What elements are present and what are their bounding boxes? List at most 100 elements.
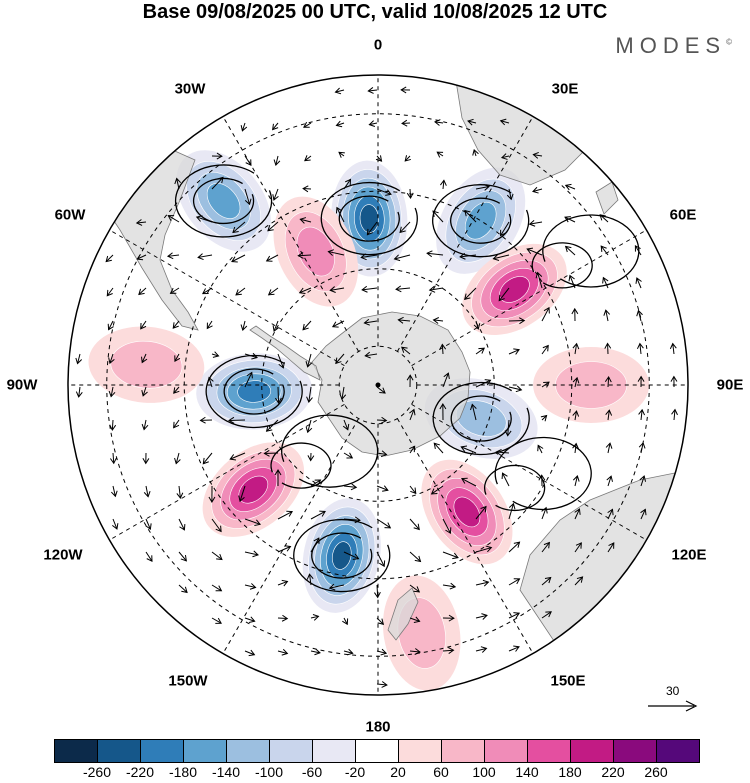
arrow-shaft — [343, 650, 353, 654]
arrow-head — [379, 560, 386, 568]
arrow-head — [380, 648, 388, 656]
arrow-head — [459, 252, 466, 260]
wind-arrow — [475, 347, 486, 355]
arrow-head — [303, 121, 310, 128]
arrow-head — [500, 153, 508, 160]
anomaly-east-pacific-weak — [88, 326, 205, 403]
arrow-head — [543, 306, 550, 314]
arrow-head — [274, 397, 282, 404]
arrow-head — [395, 285, 402, 293]
lon-label-150e: 150E — [550, 672, 586, 690]
arrow-shaft — [541, 381, 550, 388]
arrow-shaft — [310, 650, 321, 654]
arrow-shaft — [508, 578, 520, 586]
arrow-shaft — [607, 542, 615, 553]
arrow-head — [606, 475, 613, 482]
wind-arrow — [636, 342, 644, 355]
arrow-shaft — [574, 508, 580, 520]
arrow-head — [306, 396, 313, 404]
wind-arrow — [277, 648, 289, 656]
arrow-shaft — [526, 248, 543, 256]
wind-arrow — [459, 252, 477, 260]
arrow-shaft — [574, 443, 577, 454]
arrow-head — [217, 176, 224, 184]
arrow-head — [430, 488, 438, 495]
arrow-head — [481, 613, 488, 620]
wind-arrow — [571, 307, 579, 322]
arrow-head — [576, 576, 584, 583]
arrow-head — [231, 256, 238, 263]
arrow-shaft — [277, 511, 293, 520]
lon-label-30w: 30W — [174, 80, 206, 98]
lon-label-120w: 120W — [43, 546, 83, 564]
south-pole-marker — [375, 382, 381, 388]
wind-arrow — [442, 647, 455, 654]
arrow-shaft — [475, 506, 487, 520]
wind-arrow — [141, 353, 148, 364]
map-title: Base 09/08/2025 00 UTC, valid 10/08/2025… — [142, 1, 608, 23]
wind-arrow — [307, 452, 315, 462]
wind-arrow — [572, 442, 579, 454]
arrow-shaft — [636, 277, 642, 289]
arrow-shaft — [143, 419, 147, 430]
arrow-shaft — [211, 584, 222, 592]
arrow-head — [428, 285, 436, 293]
arrow-head — [443, 372, 450, 380]
wind-arrow — [442, 518, 452, 535]
arrow-shaft — [376, 188, 392, 195]
arrow-head — [368, 120, 376, 127]
arrow-head — [414, 648, 421, 655]
contour-fill — [206, 183, 241, 219]
contour-fill — [555, 361, 628, 409]
wind-arrow — [211, 518, 222, 533]
arrow-shaft — [168, 215, 180, 223]
wind-arrow — [434, 119, 444, 126]
wind-arrow — [277, 545, 292, 553]
wind-arrow — [274, 386, 282, 404]
map-boundary — [67, 74, 689, 696]
wind-arrow — [199, 416, 213, 424]
lon-label-150w: 150W — [168, 672, 208, 690]
copyright-mark: © — [726, 37, 732, 47]
arrow-head — [304, 155, 311, 162]
arrow-head — [360, 253, 367, 261]
arrow-shaft — [533, 154, 543, 157]
wind-arrow — [360, 253, 378, 261]
arrow-shaft — [302, 320, 312, 331]
arrow-head — [306, 573, 314, 580]
arrow-shaft — [244, 617, 255, 622]
lon-label-60e: 60E — [669, 206, 697, 224]
wind-arrow — [135, 219, 147, 226]
arrow-shaft — [501, 155, 510, 159]
arrow-head — [460, 477, 468, 484]
wind-arrow — [173, 419, 180, 429]
arrow-head — [167, 215, 175, 221]
wind-arrow — [75, 386, 83, 398]
wind-arrow — [470, 403, 477, 421]
arrow-shaft — [277, 546, 291, 553]
arrow-head — [142, 458, 150, 465]
arrow-shaft — [461, 478, 477, 487]
wind-arrow — [409, 485, 417, 495]
arrow-head — [528, 219, 536, 227]
wind-arrow — [426, 250, 444, 258]
arrow-shaft — [574, 377, 578, 388]
wind-arrow — [374, 584, 381, 599]
arrow-shaft — [176, 178, 180, 190]
arrow-head — [480, 646, 488, 653]
arrow-head — [544, 576, 552, 584]
arrow-head — [572, 475, 580, 482]
arrow-shaft — [211, 177, 224, 190]
arrow-head — [248, 649, 256, 657]
arrow-shaft — [178, 485, 181, 499]
arrow-shaft — [78, 386, 81, 398]
arrow-head — [432, 210, 439, 217]
wind-arrow — [197, 253, 213, 260]
wind-arrow — [475, 379, 492, 388]
arrow-shaft — [211, 551, 223, 560]
arrow-shaft — [335, 89, 345, 93]
wind-arrow — [409, 445, 416, 454]
arrow-head — [397, 316, 404, 324]
wind-arrow — [305, 419, 313, 434]
wind-arrow — [244, 583, 257, 590]
